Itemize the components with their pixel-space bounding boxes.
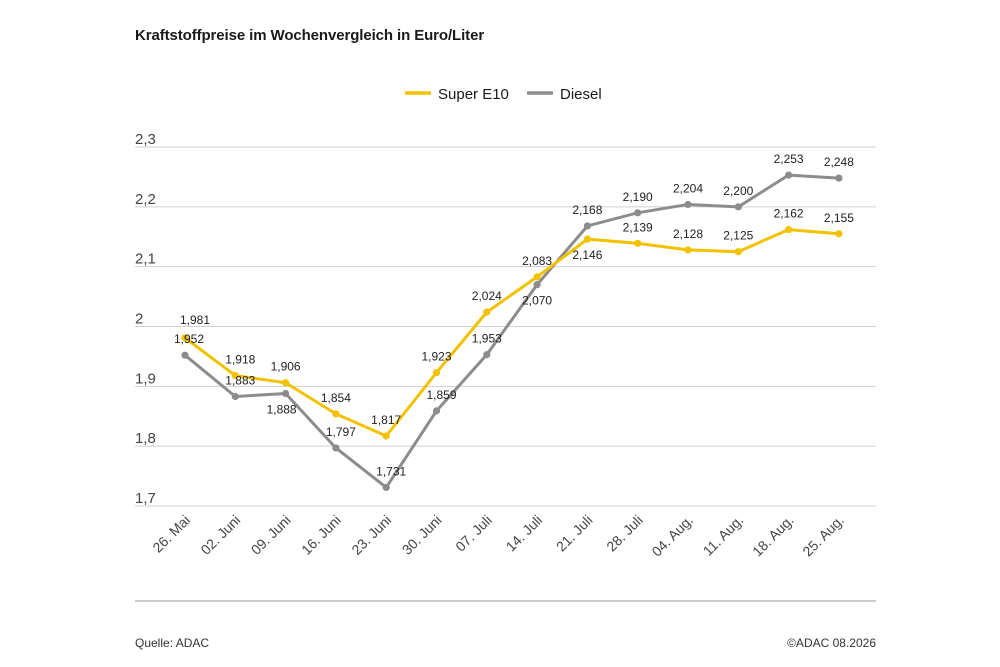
data-label: 1,854 — [321, 391, 351, 405]
y-tick-label: 2,3 — [135, 131, 156, 148]
data-point — [835, 230, 843, 238]
data-label: 1,918 — [225, 353, 255, 367]
data-label: 1,817 — [371, 413, 401, 427]
series-lines — [181, 171, 843, 492]
data-point — [483, 351, 491, 359]
data-label: 1,906 — [271, 360, 301, 374]
x-tick-label: 25. Aug. — [799, 512, 847, 560]
y-tick-label: 1,7 — [135, 490, 156, 507]
data-point — [533, 273, 541, 281]
data-label: 2,253 — [774, 152, 804, 166]
data-label: 2,146 — [572, 248, 602, 262]
legend: Super E10 Diesel — [405, 86, 602, 103]
data-label: 2,190 — [623, 190, 653, 204]
data-label: 2,070 — [522, 294, 552, 308]
data-point — [835, 174, 843, 182]
data-label: 1,952 — [174, 332, 204, 346]
data-label: 1,797 — [326, 425, 356, 439]
data-label: 2,125 — [723, 229, 753, 243]
x-axis-ticks: 26. Mai 02. Juni 09. Juni 16. Juni 23. Juni 3… — [149, 512, 847, 560]
x-tick-label: 18. Aug. — [749, 512, 797, 560]
data-point — [583, 235, 592, 243]
x-tick-label: 07. Juli — [452, 512, 495, 555]
legend-label: Diesel — [560, 86, 602, 103]
x-tick-label: 28. Juli — [603, 512, 646, 555]
x-tick-label: 14. Juli — [503, 512, 546, 555]
data-label: 2,128 — [673, 227, 703, 241]
legend-label: Super E10 — [438, 86, 509, 103]
x-tick-label: 02. Juni — [197, 512, 243, 558]
data-point — [282, 389, 290, 398]
data-point — [432, 368, 441, 377]
chart-title: Kraftstoffpreise im Wochenvergleich in E… — [135, 27, 485, 44]
data-point — [432, 407, 441, 415]
x-tick-label: 21. Juli — [553, 512, 596, 555]
x-tick-label: 16. Juni — [298, 512, 344, 558]
x-tick-label: 26. Mai — [149, 512, 193, 556]
data-point — [282, 379, 290, 387]
data-label: 2,162 — [774, 207, 804, 221]
data-label: 2,248 — [824, 155, 854, 169]
data-labels: 1,981 1,918 1,906 1,854 1,817 1,923 2,024 2,083… — [174, 152, 854, 478]
y-tick-label: 1,8 — [135, 430, 156, 447]
data-point — [634, 239, 642, 247]
copyright-note: ©ADAC 08.2026 — [787, 636, 876, 650]
data-point — [684, 200, 692, 209]
data-label: 2,024 — [472, 289, 502, 303]
data-point — [634, 209, 642, 217]
y-tick-label: 2,1 — [135, 251, 156, 268]
x-tick-label: 04. Aug. — [648, 512, 696, 560]
x-tick-label: 30. Juni — [399, 512, 445, 558]
y-tick-label: 2 — [135, 311, 143, 328]
data-point — [382, 483, 390, 492]
data-point — [332, 444, 340, 452]
data-label: 2,168 — [572, 203, 602, 217]
data-label: 2,083 — [522, 254, 552, 268]
series-line-diesel — [184, 173, 839, 489]
data-point — [382, 432, 390, 440]
data-point — [181, 351, 189, 359]
data-point — [332, 410, 340, 418]
data-label: 1,888 — [267, 403, 297, 417]
series-line-super-e10 — [184, 228, 840, 438]
x-tick-label: 11. Aug. — [700, 512, 747, 559]
data-point — [483, 308, 491, 316]
data-point — [785, 225, 793, 234]
y-axis-ticks: 2,3 2,2 2,1 2 1,9 1,8 1,7 — [135, 131, 156, 507]
data-point — [231, 371, 239, 380]
data-label: 2,204 — [673, 181, 703, 195]
data-point — [533, 281, 541, 289]
data-point — [785, 171, 793, 179]
data-label: 2,200 — [723, 184, 753, 198]
data-label: 1,981 — [180, 313, 210, 327]
data-point — [684, 246, 692, 254]
source-note: Quelle: ADAC — [135, 636, 210, 650]
x-tick-label: 23. Juni — [348, 512, 394, 558]
data-point — [734, 203, 742, 211]
data-point — [231, 392, 239, 401]
y-tick-label: 1,9 — [135, 370, 156, 387]
data-point — [583, 222, 592, 230]
x-tick-label: 09. Juni — [248, 512, 294, 558]
data-label: 1,859 — [426, 388, 456, 402]
data-label: 2,155 — [824, 211, 854, 225]
data-label: 2,139 — [623, 220, 653, 234]
data-point — [734, 248, 742, 256]
data-label: 1,953 — [472, 332, 502, 346]
data-label: 1,923 — [421, 350, 451, 364]
data-label: 1,731 — [376, 464, 406, 478]
y-tick-label: 2,2 — [135, 191, 156, 208]
data-point — [181, 334, 189, 342]
data-label: 1,883 — [225, 374, 255, 388]
